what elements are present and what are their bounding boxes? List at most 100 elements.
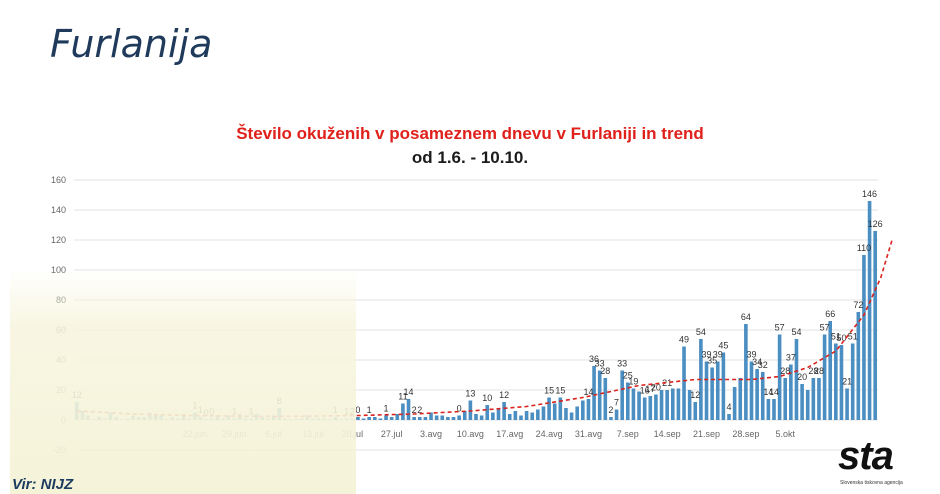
bar: [446, 417, 450, 420]
data-label: 21: [842, 377, 852, 387]
bar: [620, 370, 624, 420]
data-label: 14: [583, 387, 593, 397]
data-label: 2: [608, 405, 613, 415]
data-label: 146: [862, 189, 877, 199]
bar: [839, 345, 844, 420]
data-label: 12: [499, 390, 509, 400]
bar: [805, 390, 810, 420]
bar: [457, 415, 461, 420]
bar: [558, 397, 563, 420]
y-tick-label: 120: [51, 235, 66, 245]
bar: [524, 411, 529, 420]
data-label: 28: [814, 366, 824, 376]
bar: [491, 412, 495, 420]
x-tick-label: 27.jul: [381, 429, 403, 439]
data-label: 7: [614, 398, 619, 408]
bar: [423, 417, 428, 420]
x-tick-label: 7.sep: [617, 429, 639, 439]
sta-logo: sta Slovenska tiskovna agencija: [838, 434, 934, 494]
bar: [592, 366, 596, 420]
bar: [732, 387, 737, 420]
bar: [569, 412, 574, 420]
bar: [485, 405, 490, 420]
data-label: 4: [726, 402, 731, 412]
region-title: Furlanija: [50, 22, 213, 66]
data-label: 45: [718, 341, 728, 351]
bar: [401, 403, 405, 420]
data-label: 11: [398, 392, 407, 402]
bar: [412, 417, 416, 420]
data-label: 0: [457, 404, 462, 414]
data-label: 14: [769, 387, 779, 397]
bar: [530, 412, 535, 420]
bar: [614, 409, 619, 420]
bar: [738, 378, 743, 420]
data-label: 28: [780, 366, 790, 376]
bar: [417, 417, 422, 420]
bar: [811, 378, 816, 420]
bar: [682, 346, 686, 420]
bar: [845, 388, 849, 420]
data-label: 0: [355, 405, 360, 415]
data-label: 57: [820, 323, 830, 333]
bar: [862, 255, 866, 420]
bar: [749, 361, 754, 420]
data-label: 2: [412, 405, 417, 415]
bar: [361, 418, 366, 420]
data-label: 51: [831, 332, 841, 342]
data-label: 57: [775, 323, 785, 333]
bar: [828, 321, 833, 420]
bar: [603, 378, 608, 420]
data-label: 33: [595, 359, 605, 369]
bar: [794, 339, 799, 420]
bar: [462, 411, 467, 420]
bar: [384, 415, 388, 420]
bar: [873, 231, 877, 420]
bar: [822, 334, 827, 420]
bar: [541, 406, 546, 420]
bar: [440, 415, 445, 420]
bar: [777, 334, 782, 420]
bar: [772, 399, 776, 420]
sta-logo-text: sta: [838, 434, 894, 478]
data-label: 34: [752, 357, 762, 367]
bar: [474, 414, 478, 420]
bar: [406, 399, 411, 420]
bar: [856, 312, 861, 420]
bar: [766, 399, 771, 420]
x-tick-label: 10.avg: [457, 429, 484, 439]
data-label: 50: [836, 333, 846, 343]
y-tick-label: 140: [51, 205, 66, 215]
bar: [372, 417, 377, 420]
bar: [800, 384, 804, 420]
bar: [704, 361, 709, 420]
x-tick-label: 28.sep: [732, 429, 759, 439]
bar: [507, 414, 512, 420]
bar: [789, 364, 793, 420]
bar: [744, 324, 748, 420]
x-tick-label: 31.avg: [575, 429, 602, 439]
x-tick-label: 17.avg: [496, 429, 523, 439]
data-label: 20: [797, 372, 807, 382]
data-label: 19: [628, 377, 638, 387]
data-label: 37: [786, 353, 796, 363]
bar: [626, 382, 630, 420]
bar: [451, 417, 456, 420]
bar: [760, 372, 765, 420]
data-label: 1: [384, 404, 389, 414]
data-label: 39: [702, 350, 712, 360]
bar: [356, 417, 360, 420]
source-label: Vir: NIJZ: [12, 476, 74, 493]
bar: [496, 409, 501, 420]
bar: [389, 417, 394, 420]
data-label: 16: [640, 386, 650, 396]
y-tick-label: 160: [51, 175, 66, 185]
data-label: 64: [741, 312, 751, 322]
bar: [434, 415, 439, 420]
bar: [552, 403, 557, 420]
bar: [721, 352, 726, 420]
bar: [670, 388, 675, 420]
bar: [867, 201, 872, 420]
data-label: 126: [868, 219, 883, 229]
x-tick-label: 24.avg: [536, 429, 563, 439]
